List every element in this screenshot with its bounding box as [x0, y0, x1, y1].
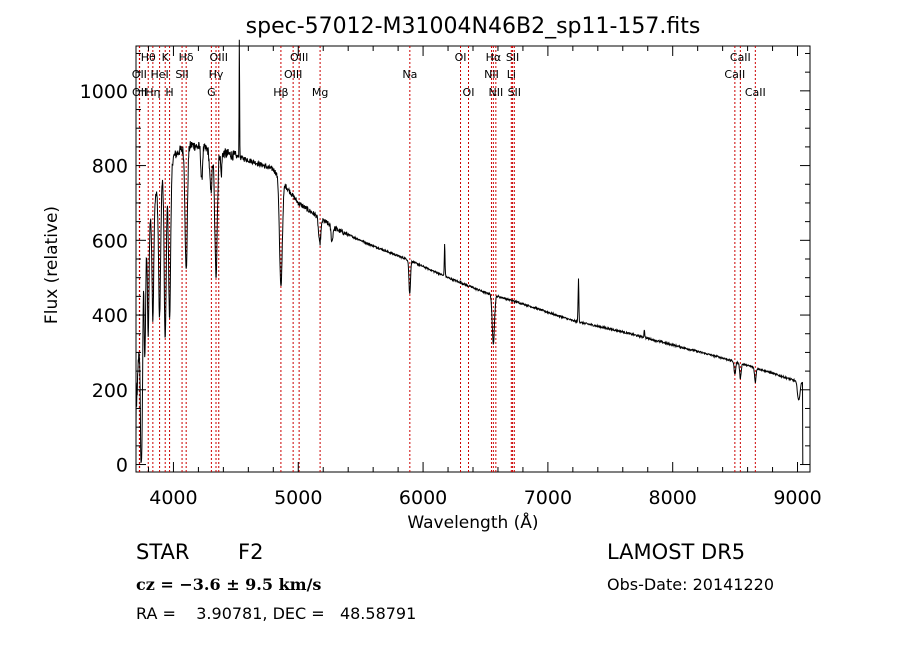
spectral-line-label: Hθ	[141, 51, 156, 64]
survey-label: LAMOST DR5	[607, 540, 745, 564]
x-tick-label: 5000	[274, 487, 322, 509]
spectral-line-label: SII	[508, 86, 521, 99]
spectral-line-markers	[138, 46, 756, 472]
spectral-line-label: CaII	[724, 68, 745, 81]
spectral-line-label: Hβ	[273, 86, 288, 99]
x-tick-label: 8000	[649, 487, 697, 509]
y-tick-label: 600	[92, 230, 128, 252]
x-axis-ticks: 4000 5000 6000 7000 8000 9000	[147, 46, 822, 509]
spectral-line-label: CaII	[745, 86, 766, 99]
x-tick-label: 9000	[773, 487, 821, 509]
y-tick-label: 1000	[80, 81, 128, 103]
spectral-line-label: G	[207, 86, 216, 99]
spectral-line-label: OII	[132, 68, 147, 81]
chart-title: spec-57012-M31004N46B2_sp11-157.fits	[246, 14, 701, 39]
x-tick-label: 6000	[399, 487, 447, 509]
spectral-line-label: K	[162, 51, 170, 64]
spectral-line-label: Hγ	[209, 68, 224, 81]
x-axis-label: Wavelength (Å)	[407, 511, 538, 533]
spectral-line-label: Hη	[145, 86, 160, 99]
spectral-line-label: Li	[507, 68, 516, 81]
spectral-line-label: CaII	[730, 51, 751, 64]
spectral-line-label: SII	[175, 68, 188, 81]
spectral-line-label: Na	[402, 68, 417, 81]
spectral-line-label: Hδ	[179, 51, 194, 64]
spectral-line-label: SII	[506, 51, 519, 64]
y-tick-label: 0	[116, 455, 128, 477]
spectral-line-label: NII	[484, 68, 499, 81]
spectral-line-label: OI	[455, 51, 467, 64]
spectral-line-label: OIII	[284, 68, 302, 81]
spectrum-line	[135, 39, 804, 465]
spectral-line-label: H	[165, 86, 173, 99]
info-panel: STAR F2 LAMOST DR5 cz = −3.6 ± 9.5 km/s …	[136, 540, 774, 623]
y-tick-label: 400	[92, 305, 128, 327]
y-tick-label: 800	[92, 156, 128, 178]
y-tick-label: 200	[92, 380, 128, 402]
spectral-line-label: OII	[132, 86, 147, 99]
redshift-text: cz = −3.6 ± 9.5 km/s	[136, 575, 321, 594]
x-tick-label: 7000	[524, 487, 572, 509]
spectral-line-label: Hα	[486, 51, 502, 64]
plot-frame	[135, 45, 811, 473]
spectral-line-labels: OIIOIIHθHηHeIKHSIIHδGHγOIIIHβOIIIOIIIMgN…	[132, 51, 766, 99]
coordinates: RA = 3.90781, DEC = 48.58791	[136, 604, 416, 623]
spectral-subclass: F2	[238, 540, 263, 564]
spectral-line-label: OIII	[290, 51, 308, 64]
obs-date: Obs-Date: 20141220	[607, 575, 774, 594]
spectral-line-label: Mg	[312, 86, 328, 99]
spectral-line-label: OIII	[210, 51, 228, 64]
spectral-line-label: OI	[463, 86, 475, 99]
object-class: STAR	[136, 540, 189, 564]
y-axis-label: Flux (relative)	[42, 206, 62, 324]
spectral-line-label: NII	[488, 86, 503, 99]
spectral-line-label: HeI	[150, 68, 168, 81]
x-tick-label: 4000	[149, 487, 197, 509]
y-axis-ticks: 0 200 400 600 800 1000	[80, 52, 810, 477]
